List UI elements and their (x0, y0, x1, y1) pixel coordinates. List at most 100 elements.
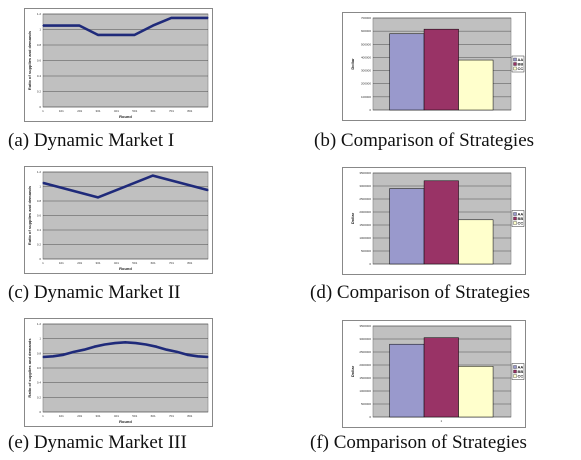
y-tick-label: 0 (39, 105, 41, 109)
legend-label: AA (518, 57, 524, 62)
bar (389, 343, 425, 418)
x-tick-label: 401 (114, 261, 119, 265)
x-tick-label: 701 (169, 261, 174, 265)
y-axis-title: Ratio of supplies and demands (27, 185, 32, 245)
y-tick-label: 0.4 (37, 381, 42, 385)
x-tick-label: 101 (59, 414, 64, 418)
y-tick-label: 0.2 (37, 395, 42, 399)
bar (423, 180, 459, 265)
y-tick-label: 0.6 (37, 366, 42, 370)
y-tick-label: 2500000 (359, 197, 371, 201)
x-tick-label: 401 (114, 109, 119, 113)
y-tick-label: 500000 (361, 402, 371, 406)
y-axis-title: Ratio of supplies and demands (27, 30, 32, 90)
bar (458, 59, 494, 111)
x-tick-label: 601 (151, 414, 156, 418)
bar (423, 28, 459, 111)
y-tick-label: 0.4 (37, 74, 42, 78)
x-tick-label: 301 (96, 414, 101, 418)
data-point (42, 25, 44, 27)
y-tick-label: 0.6 (37, 59, 42, 63)
x-axis-title: Round (119, 419, 132, 424)
data-point (83, 349, 85, 351)
y-tick-label: 0.4 (37, 228, 42, 232)
caption-e: (e) Dynamic Market III (8, 432, 187, 453)
y-tick-label: 500000 (361, 249, 371, 253)
x-tick-label: 501 (132, 109, 137, 113)
y-axis-title: Dollar (350, 365, 355, 377)
data-point (152, 175, 154, 177)
x-tick-label: 201 (77, 414, 82, 418)
x-tick-label: 601 (151, 261, 156, 265)
data-point (135, 342, 137, 344)
line-chart-a-svg: 0 0.2 0.4 0.6 0.8 1 1.2 1 101 201 301 401 501 601 701 8… (27, 12, 209, 119)
x-tick-label: 501 (132, 414, 137, 418)
data-point (186, 354, 188, 356)
legend-swatch (513, 57, 517, 62)
y-tick-label: 3000000 (359, 184, 371, 188)
x-tick-label: 1 (440, 419, 442, 423)
legend-label: BB (518, 216, 524, 221)
data-point (124, 341, 127, 343)
data-point (97, 34, 99, 36)
y-tick-label: 200000 (361, 82, 371, 86)
y-tick-label: 0 (39, 257, 41, 261)
line-chart-c-svg: 0 0.2 0.4 0.6 0.8 1 1.2 1 101 201 301 401 501 601 701 8… (27, 170, 209, 271)
y-tick-label: 0.8 (37, 351, 42, 355)
y-tick-label: 700000 (361, 16, 371, 20)
data-point (207, 189, 209, 191)
x-tick-label: 301 (96, 109, 101, 113)
legend-swatch (513, 374, 517, 378)
y-tick-label: 0 (369, 415, 371, 419)
y-tick-label: 1.2 (37, 322, 42, 326)
caption-f: (f) Comparison of Strategies (310, 432, 527, 453)
data-point (52, 355, 54, 357)
y-tick-label: 0.8 (37, 199, 42, 203)
x-tick-label: 101 (59, 261, 64, 265)
bar (389, 33, 425, 111)
bar-chart-b-svg: 0 100000 200000 300000 400000 500000 600000 700… (350, 16, 525, 112)
legend-label: CC (518, 374, 524, 379)
y-tick-label: 1000000 (359, 389, 371, 393)
data-point (170, 17, 172, 19)
data-point (176, 351, 178, 353)
y-tick-label: 1000000 (359, 236, 371, 240)
legend-label: AA (518, 365, 524, 370)
x-tick-label: 801 (187, 109, 192, 113)
y-tick-label: 1 (39, 28, 41, 32)
x-tick-label: 1 (42, 414, 44, 418)
data-point (73, 351, 75, 353)
y-tick-label: 600000 (361, 29, 371, 33)
data-point (133, 34, 136, 36)
data-point (207, 356, 209, 358)
y-tick-label: 300000 (361, 69, 371, 73)
data-point (197, 355, 199, 357)
bar-chart-b: 0 100000 200000 300000 400000 500000 600000 700… (342, 12, 526, 121)
x-tick-label: 401 (114, 414, 119, 418)
y-tick-label: 2500000 (359, 350, 371, 354)
y-tick-label: 1.2 (37, 170, 42, 174)
x-tick-label: 701 (169, 109, 174, 113)
data-point (104, 343, 106, 346)
data-point (166, 349, 168, 351)
bar-chart-d-svg: 0 500000 1000000 1500000 2000000 2500000 30000… (350, 171, 525, 266)
data-point (93, 346, 95, 348)
data-point (97, 196, 99, 198)
bar-chart-f-svg: 0 500000 1000000 1500000 2000000 2500000 30000… (350, 324, 525, 423)
data-point (155, 346, 158, 348)
legend-swatch (513, 66, 517, 71)
legend-swatch (513, 212, 517, 216)
y-tick-label: 0.2 (37, 90, 42, 94)
y-tick-label: 1500000 (359, 376, 371, 380)
y-tick-label: 0.6 (37, 214, 42, 218)
legend-label: BB (518, 62, 524, 67)
x-tick-label: 801 (187, 261, 192, 265)
data-point (145, 343, 147, 346)
line-chart-c: 0 0.2 0.4 0.6 0.8 1 1.2 1 101 201 301 401 501 601 701 8… (24, 166, 213, 274)
y-tick-label: 1500000 (359, 223, 371, 227)
legend-swatch (513, 221, 517, 225)
data-point (62, 354, 64, 356)
caption-b: (b) Comparison of Strategies (314, 130, 535, 151)
bar-chart-d: 0 500000 1000000 1500000 2000000 2500000 30000… (342, 167, 526, 275)
x-tick-label: 701 (169, 414, 174, 418)
